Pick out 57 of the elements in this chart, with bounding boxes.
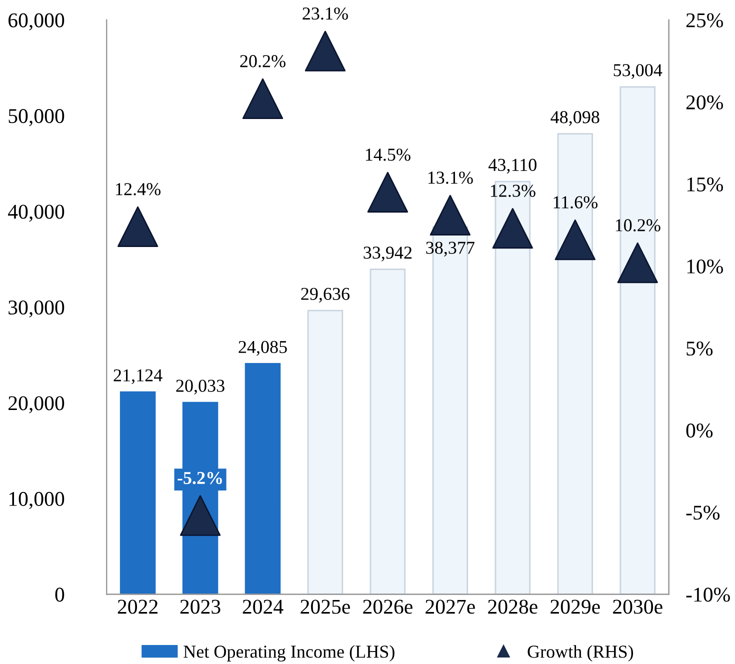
x-tick-label: 2026e xyxy=(363,600,412,614)
bar xyxy=(244,363,281,594)
data-label: 20,033 xyxy=(176,380,224,394)
point xyxy=(492,208,533,249)
data-label: -5.2% xyxy=(178,472,222,484)
data-label: 12.3% xyxy=(490,184,536,197)
data-label: 12.4% xyxy=(116,183,161,196)
x-tick-label: 2025e xyxy=(300,600,350,614)
legend-label: Net Operating Income (LHS) xyxy=(184,645,394,662)
bar xyxy=(307,310,344,594)
point xyxy=(180,495,221,536)
data-label: 38,377 xyxy=(426,242,474,257)
data-label: 20.2% xyxy=(240,55,286,68)
point xyxy=(242,78,284,120)
y2-tick-label: -5% xyxy=(686,506,720,520)
y-tick-label: 10,000 xyxy=(9,492,64,509)
y-tick-label: 60,000 xyxy=(8,13,64,30)
y-tick-label: 30,000 xyxy=(8,300,64,318)
y2-tick-label: -10% xyxy=(686,588,730,602)
x-tick-label: 2028e xyxy=(488,600,538,614)
y-tick-label: 40,000 xyxy=(8,204,64,222)
y2-tick-label: 0% xyxy=(686,424,713,438)
data-label: 24,085 xyxy=(238,340,287,356)
data-label: 21,124 xyxy=(114,369,162,384)
data-label: 43,110 xyxy=(488,158,536,174)
x-tick-label: 2027e xyxy=(426,600,475,614)
bar xyxy=(120,391,156,594)
y2-tick-label: 5% xyxy=(686,342,713,356)
x-tick-label: 2030e xyxy=(613,600,662,614)
data-label: 13.1% xyxy=(428,172,473,184)
data-label: 11.6% xyxy=(554,196,598,208)
y2-tick-label: 15% xyxy=(687,177,723,192)
legend-label: Growth (RHS) xyxy=(528,645,634,662)
data-label: 14.5% xyxy=(366,148,410,161)
point xyxy=(304,30,346,72)
point xyxy=(554,219,596,260)
y2-tick-label: 20% xyxy=(686,95,723,110)
point xyxy=(367,172,408,213)
data-label: 23.1% xyxy=(302,7,348,20)
point xyxy=(430,194,471,236)
data-label: 10.2% xyxy=(616,219,660,232)
x-tick-label: 2023 xyxy=(180,600,220,614)
y-tick-label: 20,000 xyxy=(8,396,64,414)
y2-tick-label: 10% xyxy=(687,259,723,274)
y2-tick-label: 25% xyxy=(686,13,723,28)
data-label: 53,004 xyxy=(614,64,662,79)
point xyxy=(117,206,158,248)
x-tick-label: 2029e xyxy=(550,600,600,614)
y-tick-label: 50,000 xyxy=(8,109,64,126)
point xyxy=(617,242,658,284)
data-label: 33,942 xyxy=(364,246,412,262)
x-tick-label: 2022 xyxy=(118,600,158,614)
x-tick-label: 2024 xyxy=(242,600,284,614)
y-tick-label: 0 xyxy=(55,588,64,602)
data-label: 29,636 xyxy=(301,288,350,303)
data-label: 48,098 xyxy=(550,111,600,126)
bar xyxy=(370,268,406,594)
